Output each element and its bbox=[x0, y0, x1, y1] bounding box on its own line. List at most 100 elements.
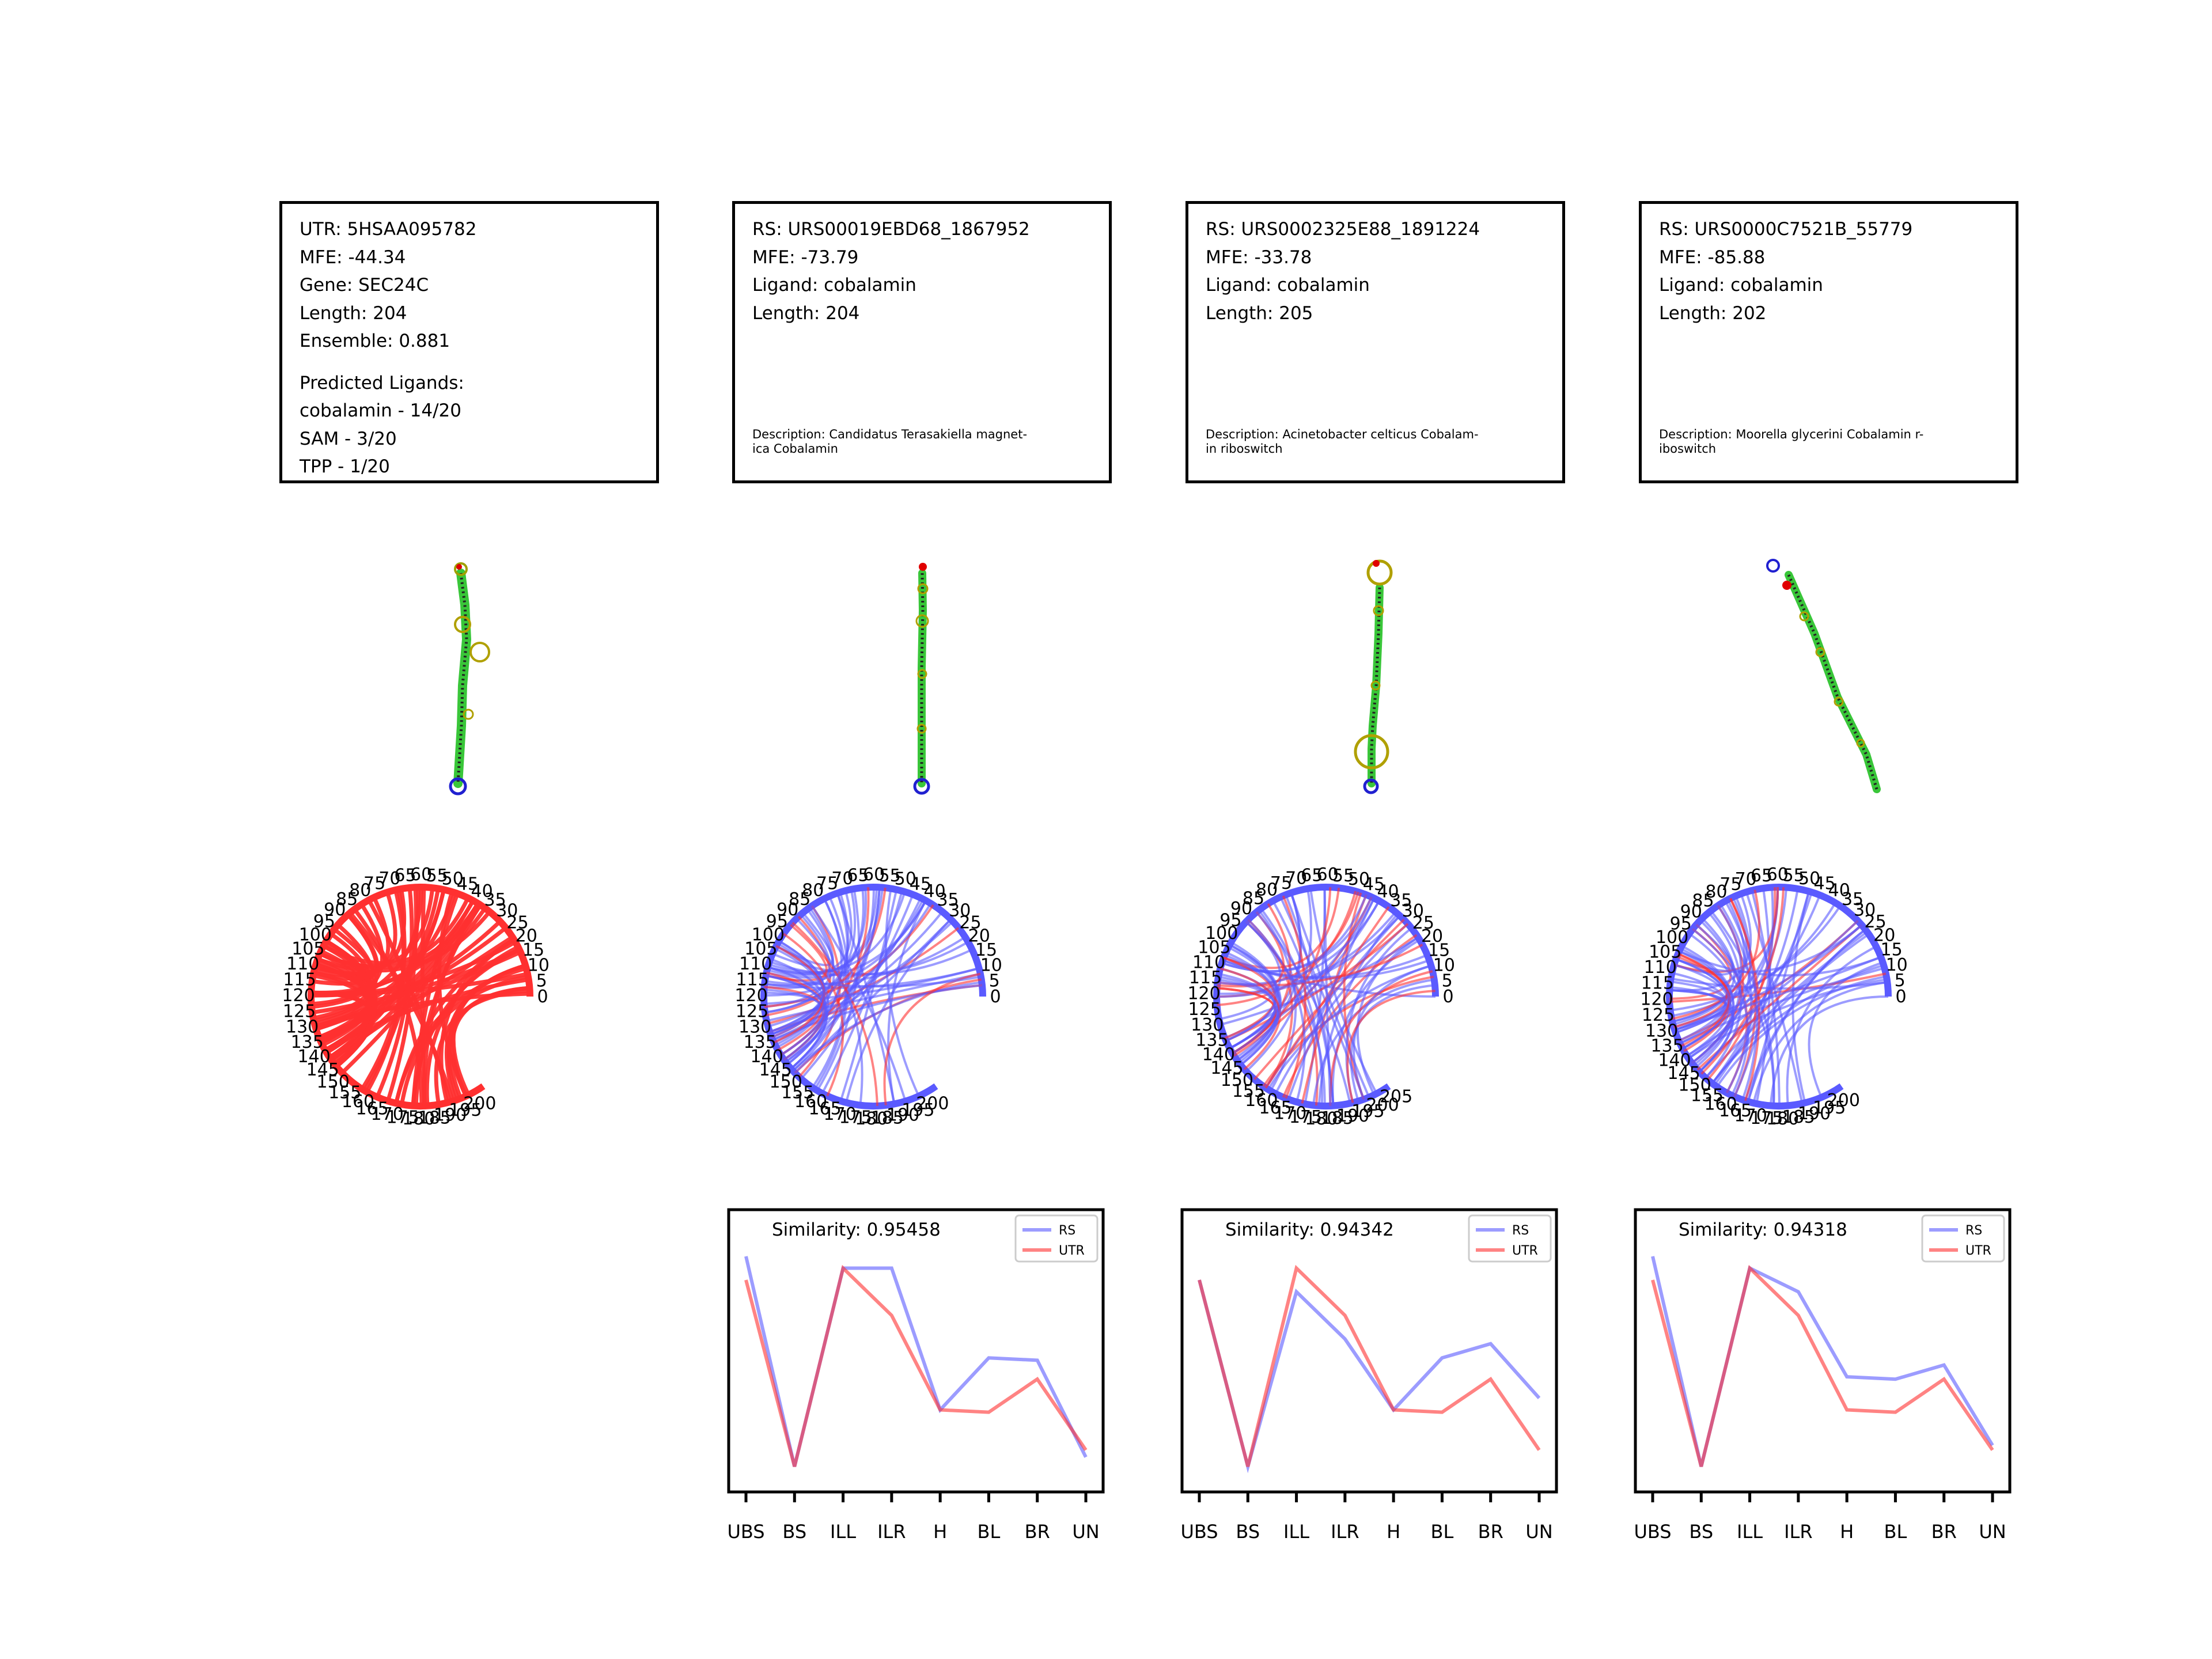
arc-tick-label: 60 bbox=[410, 865, 432, 885]
arc-chord bbox=[1274, 923, 1409, 1094]
arc-tick-label: 110 bbox=[1192, 952, 1225, 972]
rs-description-line: in riboswitch bbox=[1206, 442, 1283, 456]
arc-tick-label: 110 bbox=[1644, 957, 1677, 978]
arc-tick-label: 165 bbox=[1259, 1098, 1291, 1118]
rs-description-line: Description: Moorella glycerini Cobalami… bbox=[1659, 427, 1924, 441]
arc-tick-label: 15 bbox=[975, 940, 997, 960]
arc-tick-label: 30 bbox=[496, 900, 518, 921]
arc-tick-label: 40 bbox=[1377, 881, 1399, 902]
rs-mfe: MFE: -73.79 bbox=[752, 247, 859, 268]
utr-info-lines: UTR: 5HSAA095782 MFE: -44.34 Gene: SEC24… bbox=[300, 215, 639, 481]
x-tick-label: H bbox=[1840, 1521, 1854, 1543]
arc-tick-label: 120 bbox=[1187, 984, 1220, 1004]
arc-chord bbox=[1225, 923, 1409, 1042]
arc-tick-label: 20 bbox=[516, 926, 537, 946]
arc-tick-label: 140 bbox=[1202, 1044, 1235, 1065]
arc-chord bbox=[792, 887, 881, 1072]
arc-tick-label: 135 bbox=[291, 1032, 324, 1052]
arc-tick-label: 120 bbox=[282, 986, 315, 1006]
arc-tick-label: 115 bbox=[1189, 968, 1222, 988]
arc-chord bbox=[1733, 887, 1774, 1097]
arc-chord bbox=[766, 972, 981, 1022]
arc-chord bbox=[1290, 892, 1370, 1098]
arc-tick-label: 75 bbox=[1719, 874, 1741, 895]
arc-tick-label: 45 bbox=[1363, 874, 1385, 895]
similarity-chart-2: Similarity: 0.94342 RS UTR UBS BS ILL ILR H BL BR… bbox=[1180, 1208, 1558, 1543]
arc-tick-label: 0 bbox=[1442, 987, 1453, 1007]
arc-chord bbox=[1715, 975, 1887, 1088]
arc-chord bbox=[375, 887, 414, 1098]
arc-tick-label: 195 bbox=[449, 1100, 482, 1120]
rs-ligand: Ligand: cobalamin bbox=[1659, 275, 1823, 296]
arc-chord bbox=[1713, 892, 1813, 1086]
x-tick-label: BS bbox=[1236, 1521, 1260, 1543]
arc-chord bbox=[1346, 990, 1435, 1103]
arc-tick-label: 75 bbox=[816, 874, 838, 894]
legend-label: RS bbox=[1512, 1224, 1529, 1238]
arc-tick-label: 90 bbox=[1230, 899, 1252, 919]
utr-mfe: MFE: -44.34 bbox=[300, 247, 406, 268]
arc-tick-label: 150 bbox=[317, 1072, 350, 1092]
arc-tick-label: 25 bbox=[1412, 913, 1434, 933]
arc-tick-label: 110 bbox=[286, 954, 319, 974]
arc-chord bbox=[885, 888, 920, 1097]
arc-tick-label: 55 bbox=[426, 866, 448, 886]
arc-tick-label: 75 bbox=[1270, 873, 1292, 893]
arc-tick-label: 25 bbox=[959, 912, 981, 933]
arc-tick-label: 205 bbox=[1380, 1087, 1412, 1107]
arc-tick-label: 175 bbox=[1750, 1108, 1783, 1128]
arc-tick-label: 145 bbox=[759, 1060, 792, 1080]
arc-chord bbox=[783, 933, 844, 1097]
arc-tick-label: 35 bbox=[484, 890, 506, 910]
series-line-utr bbox=[1651, 1264, 1994, 1467]
arc-tick-label: 30 bbox=[1854, 900, 1876, 920]
arc-tick-label: 85 bbox=[1692, 891, 1714, 911]
arc-chord bbox=[448, 963, 527, 1100]
arc-chord bbox=[1700, 887, 1785, 1075]
arc-tick-label: 105 bbox=[291, 939, 324, 959]
rs-mfe: MFE: -33.78 bbox=[1206, 247, 1312, 268]
arc-tick-label: 155 bbox=[1691, 1086, 1724, 1106]
arc-chord bbox=[1686, 920, 1859, 1057]
arc-tick-label: 50 bbox=[1798, 869, 1820, 889]
arc-tick-label: 130 bbox=[738, 1017, 771, 1037]
arc-tick-label: 170 bbox=[371, 1104, 404, 1124]
x-tick-label: BR bbox=[1478, 1521, 1503, 1543]
arc-tick-label: 80 bbox=[802, 881, 824, 901]
arc-tick-label: 30 bbox=[1402, 901, 1424, 921]
arc-tick-label: 195 bbox=[1351, 1101, 1384, 1122]
arc-tick-label: 65 bbox=[847, 866, 869, 886]
x-tick-label: ILL bbox=[1737, 1521, 1763, 1543]
x-tick-label: UN bbox=[1979, 1521, 2006, 1543]
arc-tick-label: 125 bbox=[1642, 1005, 1675, 1025]
arc-chord bbox=[764, 967, 980, 1005]
series-line-utr bbox=[744, 1264, 1088, 1467]
legend-label: RS bbox=[1059, 1224, 1075, 1238]
rs-mfe: MFE: -85.88 bbox=[1659, 247, 1766, 268]
arc-chord bbox=[774, 947, 826, 1049]
x-tick-label: BR bbox=[1025, 1521, 1050, 1543]
arc-tick-label: 25 bbox=[506, 912, 528, 933]
arc-tick-label: 185 bbox=[1321, 1108, 1354, 1128]
arc-tick-label: 95 bbox=[766, 912, 788, 932]
arc-tick-label: 185 bbox=[1782, 1107, 1815, 1127]
arc-chord bbox=[1217, 978, 1277, 1050]
arc-tick-label: 160 bbox=[1245, 1090, 1278, 1111]
arc-tick-label: 125 bbox=[1188, 999, 1221, 1020]
arc-tick-label: 65 bbox=[394, 866, 416, 886]
predicted-ligand-sam: SAM - 3/20 bbox=[300, 428, 397, 449]
arc-tick-label: 0 bbox=[537, 987, 548, 1007]
rs-length: Length: 202 bbox=[1659, 302, 1767, 324]
arc-tick-label: 150 bbox=[1221, 1070, 1253, 1090]
arc-tick-label: 5 bbox=[989, 971, 1000, 991]
arc-chord bbox=[798, 905, 841, 1078]
arc-chord bbox=[1675, 958, 1732, 1057]
arc-tick-label: 0 bbox=[1895, 987, 1906, 1007]
arc-tick-label: 80 bbox=[1705, 882, 1727, 902]
arc-tick-label: 200 bbox=[1366, 1095, 1399, 1115]
arc-tick-label: 10 bbox=[980, 955, 1002, 975]
arc-chord bbox=[1247, 919, 1306, 1103]
arc-tick-label: 65 bbox=[1751, 866, 1772, 886]
arc-tick-label: 75 bbox=[363, 874, 385, 894]
arc-chord bbox=[1217, 911, 1397, 995]
